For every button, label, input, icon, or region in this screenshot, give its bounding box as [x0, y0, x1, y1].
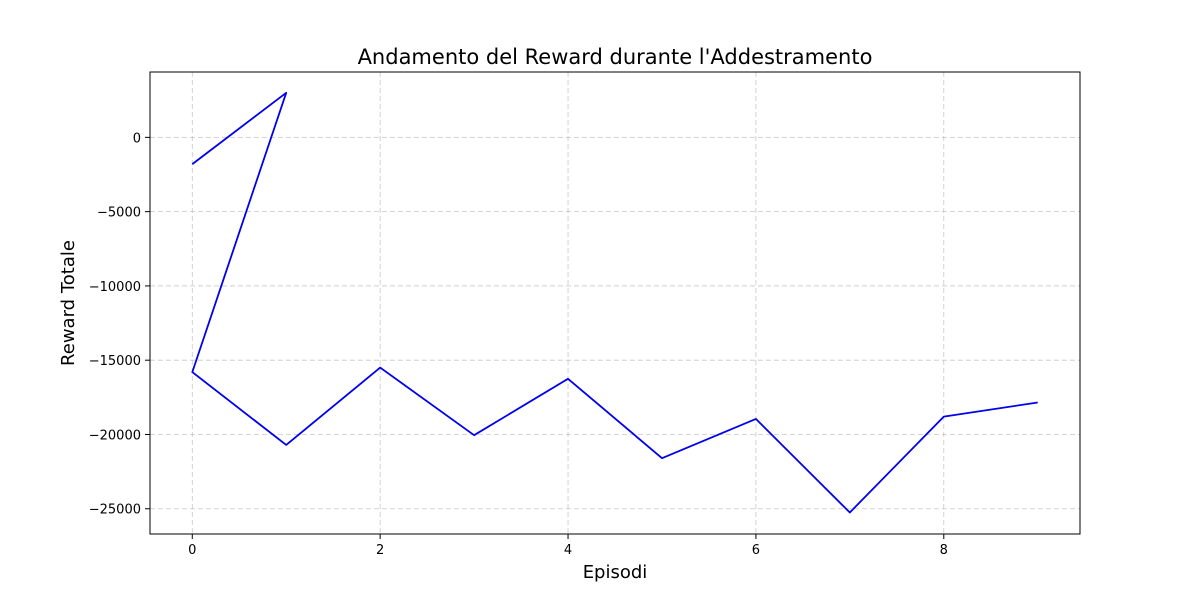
y-tick-label: −15000	[89, 354, 141, 369]
y-tick-label: −25000	[89, 503, 141, 518]
grid-lines	[150, 72, 1080, 534]
y-tick-label: −5000	[97, 206, 141, 221]
x-axis-ticks: 0 2 4 6 8	[188, 534, 948, 558]
x-tick-label: 4	[564, 543, 572, 558]
plot-frame	[149, 71, 1081, 535]
y-tick-label: −20000	[89, 428, 141, 443]
series-layer	[191, 91, 1038, 514]
y-tick-label: 0	[133, 131, 141, 146]
x-axis-label: Episodi	[583, 562, 648, 583]
y-tick-label: −10000	[89, 280, 141, 295]
x-tick-label: 8	[940, 543, 948, 558]
y-axis-ticks: 0 −5000 −10000 −15000 −20000 −25000	[89, 131, 150, 518]
x-tick-label: 2	[376, 543, 384, 558]
chart-title: Andamento del Reward durante l'Addestram…	[358, 45, 873, 69]
y-axis-label: Reward Totale	[58, 240, 79, 366]
x-tick-label: 6	[752, 543, 760, 558]
series-line	[191, 91, 1038, 514]
x-tick-label: 0	[188, 543, 196, 558]
